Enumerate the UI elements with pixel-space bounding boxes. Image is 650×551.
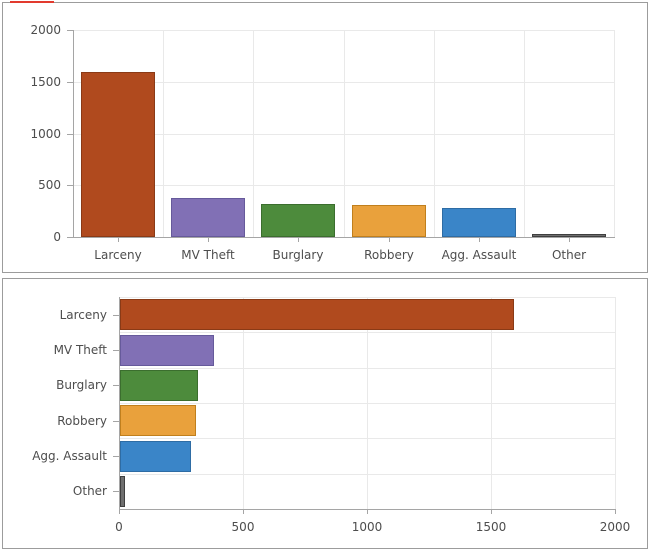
x-axis-tick bbox=[367, 510, 368, 514]
x-axis-tick bbox=[118, 238, 119, 242]
x-axis-tick bbox=[569, 238, 570, 242]
y-axis-tick bbox=[67, 237, 73, 238]
y-axis-tick bbox=[67, 82, 73, 83]
hbar-mv-theft bbox=[120, 335, 214, 366]
x-axis-tick bbox=[389, 238, 390, 242]
y-axis-label: 500 bbox=[38, 178, 61, 192]
v-gridline bbox=[253, 30, 254, 237]
y-axis-line bbox=[119, 297, 120, 510]
column-robbery bbox=[352, 205, 426, 237]
column-burglary bbox=[261, 204, 335, 237]
x-axis-line bbox=[119, 509, 616, 510]
x-axis-tick bbox=[208, 238, 209, 242]
y-axis-tick bbox=[67, 185, 73, 186]
y-axis-label: 1500 bbox=[30, 75, 61, 89]
x-axis-label: 1500 bbox=[475, 520, 507, 534]
v-gridline bbox=[524, 30, 525, 237]
y-axis-tick bbox=[113, 456, 119, 457]
h-gridline bbox=[73, 82, 614, 83]
y-axis-label: Larceny bbox=[59, 308, 107, 322]
x-axis-label: 500 bbox=[231, 520, 255, 534]
x-axis-label: Other bbox=[551, 248, 587, 262]
y-axis-tick bbox=[113, 350, 119, 351]
y-axis-tick bbox=[113, 491, 119, 492]
column-larceny bbox=[81, 72, 155, 237]
y-axis-label: Agg. Assault bbox=[32, 449, 107, 463]
v-gridline bbox=[434, 30, 435, 237]
x-axis-label: Agg. Assault bbox=[441, 248, 517, 262]
hbar-burglary bbox=[120, 370, 198, 401]
v-gridline bbox=[614, 30, 615, 237]
y-axis-label: 1000 bbox=[30, 127, 61, 141]
column-chart-panel: 0 500 1000 1500 2000 Larceny MV Theft Burglary R… bbox=[2, 2, 648, 273]
y-axis-tick bbox=[113, 421, 119, 422]
v-gridline bbox=[344, 30, 345, 237]
v-gridline bbox=[163, 30, 164, 237]
x-axis-tick bbox=[119, 510, 120, 514]
y-axis-label: MV Theft bbox=[53, 343, 107, 357]
hbar-larceny bbox=[120, 299, 514, 330]
x-axis-line bbox=[73, 237, 615, 238]
x-axis-label: Larceny bbox=[94, 248, 142, 262]
x-axis-tick bbox=[491, 510, 492, 514]
x-axis-label: 1000 bbox=[351, 520, 383, 534]
hbar-robbery bbox=[120, 405, 196, 436]
y-axis-label: Other bbox=[72, 484, 107, 498]
v-gridline bbox=[367, 297, 368, 509]
x-axis-label: MV Theft bbox=[181, 248, 235, 262]
y-axis-tick bbox=[67, 30, 73, 31]
y-axis-tick bbox=[67, 134, 73, 135]
x-axis-tick bbox=[243, 510, 244, 514]
y-axis-label: 2000 bbox=[30, 23, 61, 37]
bar-chart-panel: 0 500 1000 1500 2000 Larceny MV Theft Burglary R… bbox=[2, 278, 648, 549]
v-gridline bbox=[243, 297, 244, 509]
column-agg-assault bbox=[442, 208, 516, 237]
x-axis-label: Burglary bbox=[272, 248, 324, 262]
x-axis-tick bbox=[298, 238, 299, 242]
x-axis-tick bbox=[479, 238, 480, 242]
hbar-agg-assault bbox=[120, 441, 191, 472]
hbar-other bbox=[120, 476, 125, 507]
x-axis-label: 2000 bbox=[599, 520, 631, 534]
h-gridline bbox=[73, 134, 614, 135]
column-mv-theft bbox=[171, 198, 245, 237]
panel-accent-mark bbox=[10, 1, 54, 3]
h-gridline bbox=[73, 30, 614, 31]
y-axis-line bbox=[73, 30, 74, 238]
v-gridline bbox=[491, 297, 492, 509]
column-other bbox=[532, 234, 606, 237]
y-axis-tick bbox=[113, 315, 119, 316]
x-axis-label: Robbery bbox=[364, 248, 414, 262]
y-axis-tick bbox=[113, 385, 119, 386]
v-gridline bbox=[615, 297, 616, 509]
y-axis-label: 0 bbox=[53, 230, 61, 244]
x-axis-tick bbox=[615, 510, 616, 514]
y-axis-label: Robbery bbox=[57, 414, 107, 428]
x-axis-label: 0 bbox=[115, 520, 123, 534]
h-gridline bbox=[73, 185, 614, 186]
y-axis-label: Burglary bbox=[56, 378, 107, 392]
